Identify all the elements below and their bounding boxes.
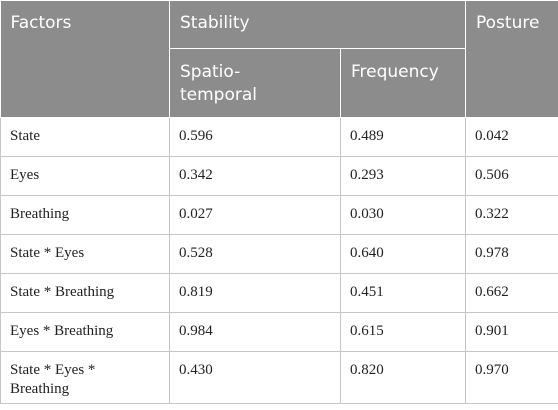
spatio-temporal-cell: 0.984	[169, 312, 341, 352]
spatio-temporal-cell: 0.027	[169, 195, 341, 235]
spatio-temporal-cell: 0.430	[169, 351, 341, 404]
table-row: Breathing 0.027 0.030 0.322	[0, 195, 558, 235]
frequency-cell: 0.030	[340, 195, 466, 235]
spatio-temporal-cell: 0.819	[169, 273, 341, 313]
factor-cell: State	[0, 117, 170, 157]
posture-cell: 0.506	[465, 156, 558, 196]
frequency-cell: 0.640	[340, 234, 466, 274]
header-row-top: Factors Stability Posture	[0, 0, 558, 118]
posture-cell: 0.662	[465, 273, 558, 313]
table-row: State * Eyes * Breathing 0.430 0.820 0.9…	[0, 351, 558, 404]
spatio-temporal-cell: 0.596	[169, 117, 341, 157]
posture-cell: 0.322	[465, 195, 558, 235]
table-row: State * Eyes 0.528 0.640 0.978	[0, 234, 558, 274]
header-row-sub: Spatio- temporal Frequency	[1, 48, 558, 118]
factor-cell: State * Breathing	[0, 273, 170, 313]
table-row: Eyes 0.342 0.293 0.506	[0, 156, 558, 196]
table-row: Eyes * Breathing 0.984 0.615 0.901	[0, 312, 558, 352]
posture-cell: 0.978	[465, 234, 558, 274]
factor-cell: State * Eyes	[0, 234, 170, 274]
table-row: State * Breathing 0.819 0.451 0.662	[0, 273, 558, 313]
frequency-cell: 0.293	[340, 156, 466, 196]
table-row: State 0.596 0.489 0.042	[0, 117, 558, 157]
spatio-temporal-cell: 0.342	[169, 156, 341, 196]
header-stability: Stability	[169, 0, 466, 49]
factor-cell: Breathing	[0, 195, 170, 235]
frequency-cell: 0.451	[340, 273, 466, 313]
header-factors: Factors	[0, 0, 170, 118]
frequency-cell: 0.489	[340, 117, 466, 157]
posture-cell: 0.970	[465, 351, 558, 404]
posture-cell: 0.042	[465, 117, 558, 157]
header-posture: Posture	[465, 0, 558, 118]
posture-cell: 0.901	[465, 312, 558, 352]
factor-cell: State * Eyes * Breathing	[0, 351, 170, 404]
spatio-temporal-cell: 0.528	[169, 234, 341, 274]
header-spatio-temporal: Spatio- temporal	[169, 48, 341, 118]
frequency-cell: 0.820	[340, 351, 466, 404]
factor-cell: Eyes * Breathing	[0, 312, 170, 352]
frequency-cell: 0.615	[340, 312, 466, 352]
factor-cell: Eyes	[0, 156, 170, 196]
header-frequency: Frequency	[340, 48, 466, 118]
